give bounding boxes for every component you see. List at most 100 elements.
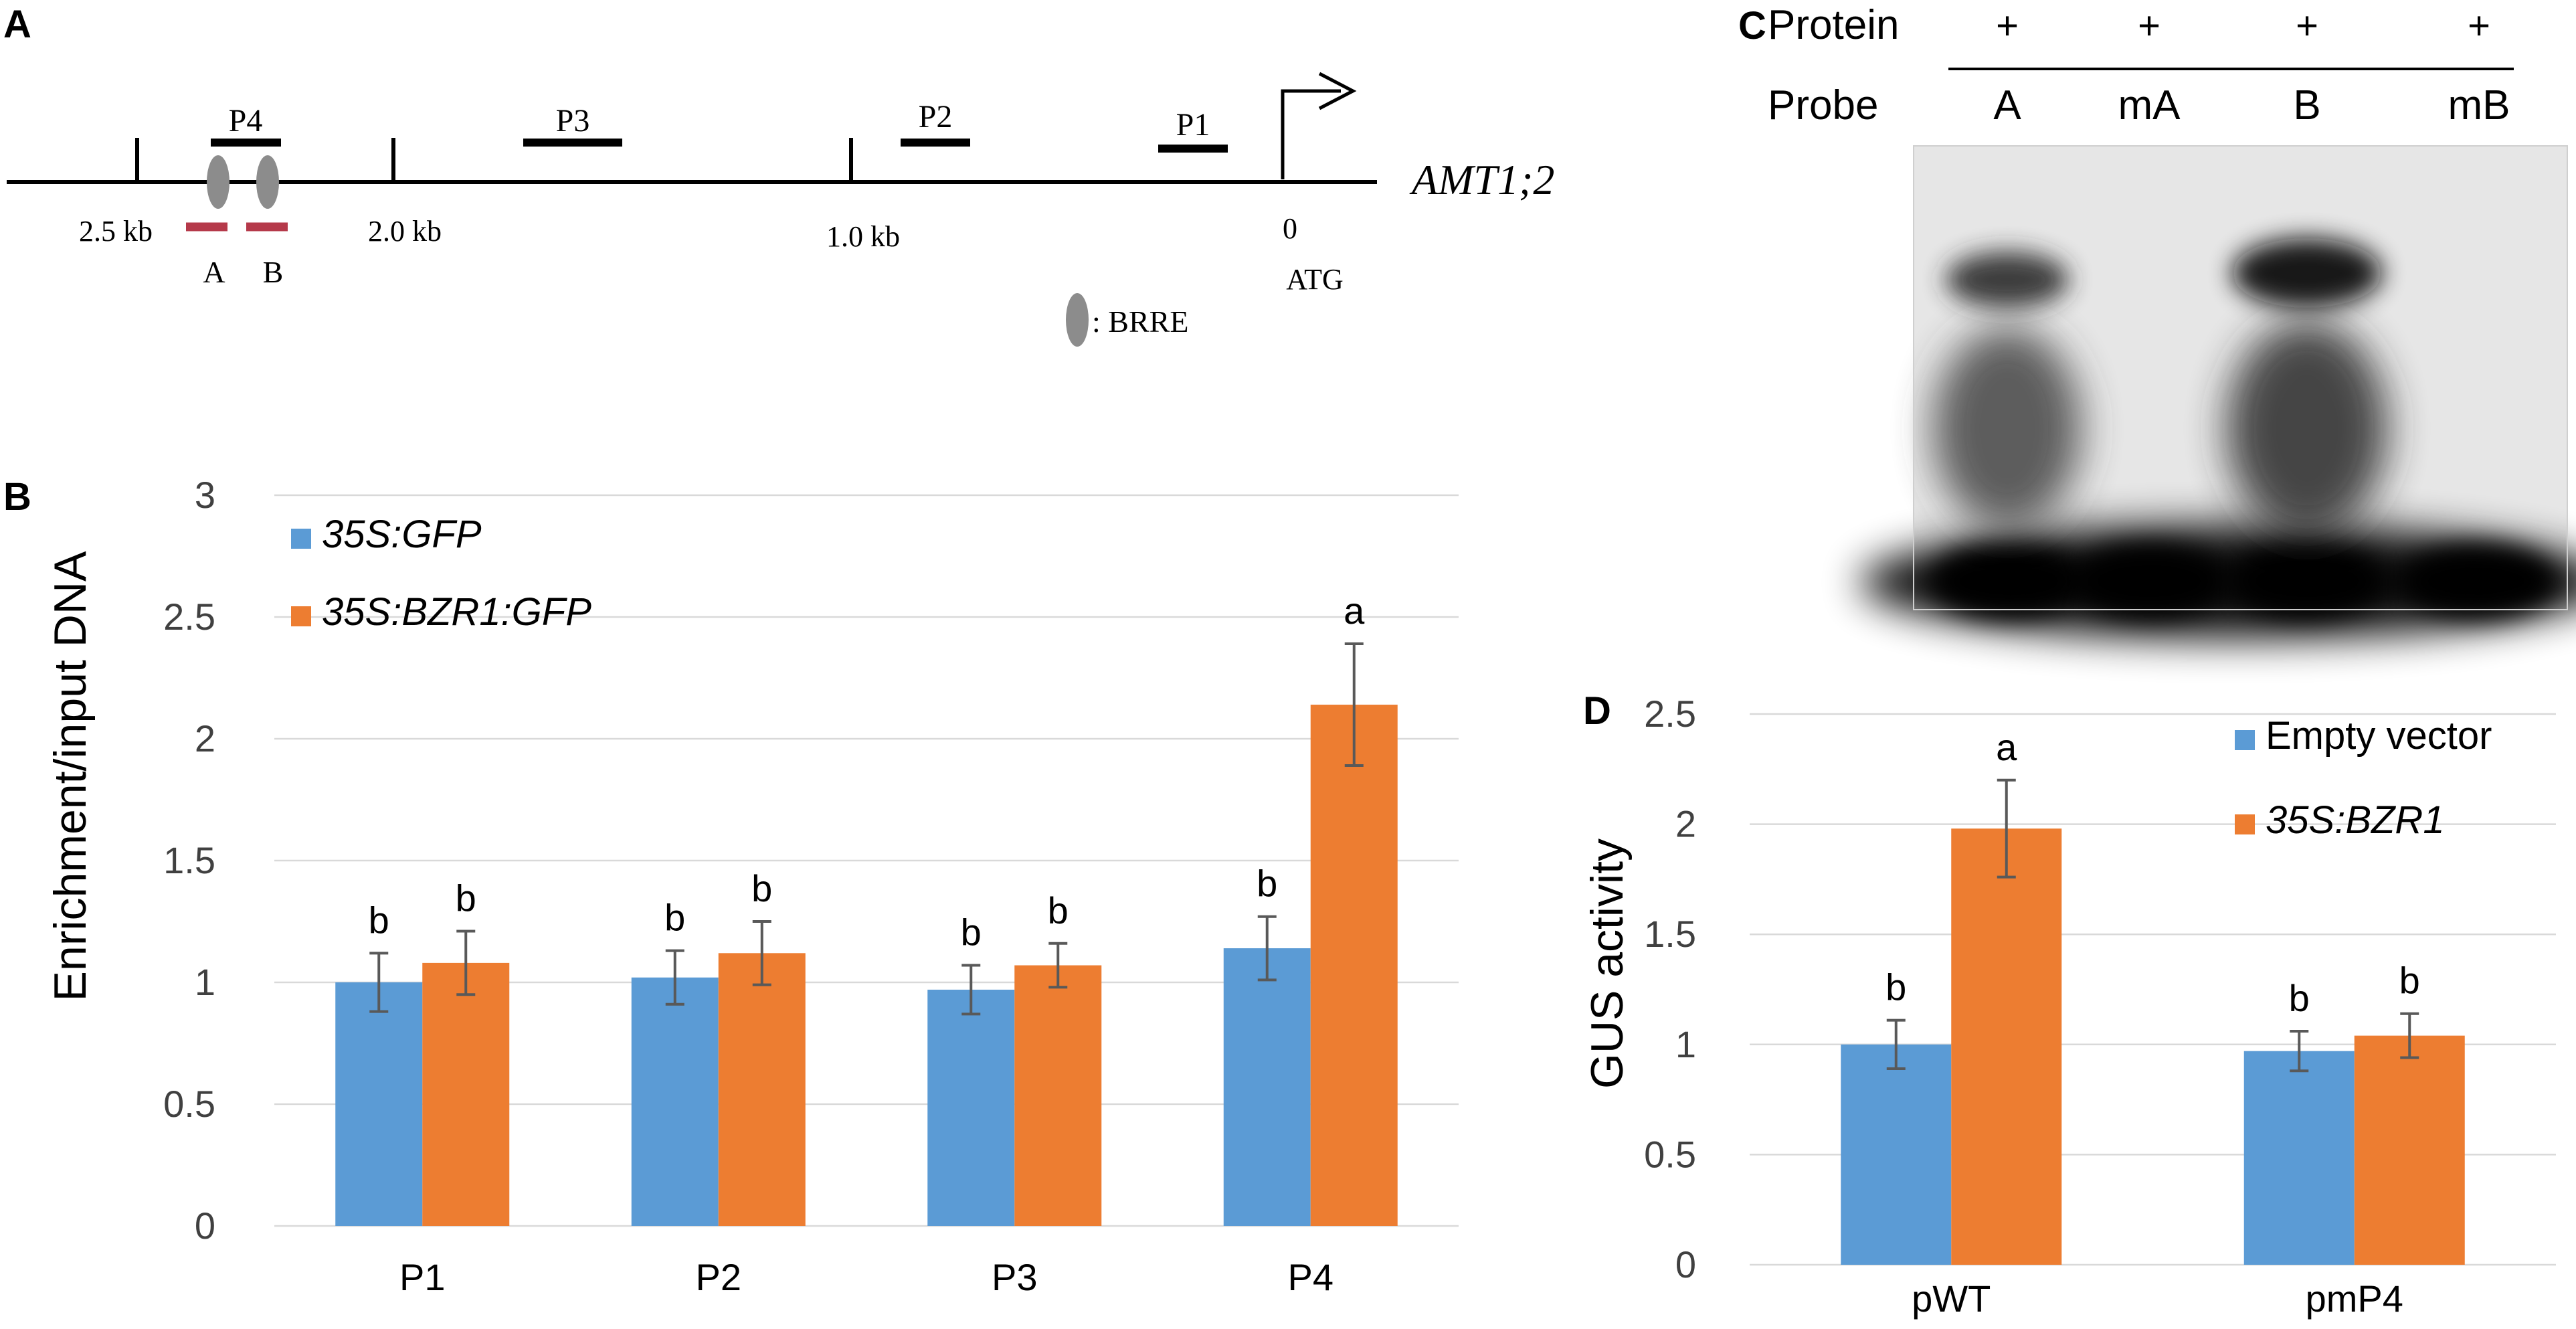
fragment-p3-label: P3 xyxy=(556,103,590,139)
gel-shifted-band-lane-a xyxy=(1946,252,2069,308)
protein-mark: + xyxy=(1996,4,2019,48)
bar xyxy=(1223,948,1311,1226)
tick-label-2.0kb: 2.0 kb xyxy=(368,215,442,248)
bar xyxy=(718,953,806,1226)
legend-swatch xyxy=(291,606,311,626)
panel-d-chart: D GUS activity 0 0.5 1 1.5 2 2.5 b a pWT b b pmP4 Em… xyxy=(1582,689,2556,1320)
gel-shifted-band-lane-b xyxy=(2232,238,2382,308)
legend-label: 35S:BZR1 xyxy=(2266,798,2445,842)
significance-letter: b xyxy=(751,867,772,909)
panel-b-chart: B Enrichment/input DNA 0 0.5 1 1.5 2 2.5 3 b b P1… xyxy=(3,474,1459,1298)
y-tick-label: 0.5 xyxy=(163,1083,215,1125)
bar xyxy=(2243,1051,2355,1265)
legend-label: Empty vector xyxy=(2266,714,2492,758)
bar xyxy=(422,962,510,1226)
x-tick-label: P1 xyxy=(399,1256,446,1298)
lane-label-b: B xyxy=(2293,82,2320,128)
panel-c: C Protein Probe + + + + A mA B mB xyxy=(1738,2,2576,639)
emsa-gel xyxy=(1860,145,2576,639)
protein-mark: + xyxy=(2138,4,2160,48)
gel-free-probe xyxy=(2402,544,2556,618)
brre-legend-label: : BRRE xyxy=(1092,304,1188,339)
x-tick-label: pmP4 xyxy=(2306,1277,2403,1320)
panel-d-letter: D xyxy=(1583,689,1611,733)
brre-legend-icon xyxy=(1066,293,1089,347)
x-tick-label: pWT xyxy=(1912,1277,1991,1320)
y-tick-label: 0 xyxy=(195,1205,215,1247)
fragment-p1-label: P1 xyxy=(1176,107,1210,143)
y-tick-label: 3 xyxy=(195,474,215,516)
tss-arrow xyxy=(1281,89,1341,179)
y-axis-title: GUS activity xyxy=(1582,838,1633,1089)
y-tick-label: 2 xyxy=(1675,803,1696,845)
lane-label-ma: mA xyxy=(2118,82,2181,128)
bar xyxy=(335,982,423,1226)
y-tick-label: 0 xyxy=(1675,1243,1696,1286)
panel-a-letter: A xyxy=(3,3,31,46)
tick-label-0: 0 xyxy=(1283,212,1297,245)
significance-letter: b xyxy=(369,899,389,941)
bar xyxy=(2354,1035,2465,1265)
panel-a: A P4 P3 P2 P1 A B 2.5 kb 2.0 kb 1.0 kb 0… xyxy=(3,3,1554,347)
y-axis-title: Enrichment/input DNA xyxy=(45,551,96,1001)
lane-label-a: A xyxy=(1993,82,2021,128)
protein-mark: + xyxy=(2296,4,2318,48)
legend-label: 35S:GFP xyxy=(322,513,482,556)
fragment-p2-label: P2 xyxy=(919,99,953,135)
bar xyxy=(927,989,1015,1226)
probe-label: Probe xyxy=(1768,82,1878,128)
gel-shift-smear-lane-a xyxy=(1934,328,2081,529)
bar xyxy=(1951,828,2062,1265)
probe-b-label: B xyxy=(263,255,284,289)
significance-letter: a xyxy=(1344,590,1365,632)
significance-letter: b xyxy=(1048,889,1069,932)
y-tick-label: 0.5 xyxy=(1644,1133,1696,1175)
gene-label: AMT1;2 xyxy=(1409,156,1554,203)
x-tick-label: P3 xyxy=(992,1256,1038,1298)
y-tick-label: 1 xyxy=(195,961,215,1003)
bar xyxy=(1014,965,1102,1226)
tick-label-2.5kb: 2.5 kb xyxy=(79,215,153,248)
legend-swatch xyxy=(2235,814,2255,834)
y-tick-label: 1.5 xyxy=(163,839,215,881)
legend-label: 35S:BZR1:GFP xyxy=(322,590,591,634)
significance-letter: b xyxy=(2399,960,2420,1002)
bar xyxy=(1841,1044,1952,1265)
gel-free-probe xyxy=(2230,544,2384,618)
probe-a-label: A xyxy=(203,255,225,289)
significance-letter: b xyxy=(961,911,982,954)
gel-border xyxy=(1913,145,2568,610)
fragment-p4-label: P4 xyxy=(229,103,263,139)
y-tick-label: 2.5 xyxy=(163,596,215,638)
panel-c-letter: C xyxy=(1738,4,1766,48)
gel-shift-smear-lane-b xyxy=(2227,321,2387,535)
y-tick-label: 1.5 xyxy=(1644,913,1696,955)
significance-letter: b xyxy=(456,877,476,919)
significance-letter: b xyxy=(2289,977,2310,1019)
atg-label: ATG xyxy=(1286,263,1344,296)
protein-mark: + xyxy=(2468,4,2490,48)
bar xyxy=(631,977,719,1226)
bar xyxy=(1310,705,1398,1226)
significance-letter: a xyxy=(1996,726,2017,768)
gel-free-probe xyxy=(1930,544,2084,618)
x-tick-label: P2 xyxy=(696,1256,742,1298)
significance-letter: b xyxy=(1257,863,1277,905)
significance-letter: b xyxy=(1885,966,1906,1008)
tss-arrowhead xyxy=(1318,72,1357,110)
protein-label: Protein xyxy=(1768,2,1899,48)
brre-element xyxy=(256,155,279,209)
x-tick-label: P4 xyxy=(1288,1256,1334,1298)
lane-label-mb: mB xyxy=(2448,82,2510,128)
panel-b-letter: B xyxy=(3,475,31,519)
legend-swatch xyxy=(2235,730,2255,750)
tick-label-1.0kb: 1.0 kb xyxy=(826,220,900,253)
y-tick-label: 1 xyxy=(1675,1023,1696,1065)
brre-element xyxy=(207,155,229,209)
y-tick-label: 2 xyxy=(195,717,215,760)
gel-free-probe xyxy=(2072,544,2226,618)
legend-swatch xyxy=(291,529,311,549)
y-tick-label: 2.5 xyxy=(1644,693,1696,735)
significance-letter: b xyxy=(664,897,685,939)
